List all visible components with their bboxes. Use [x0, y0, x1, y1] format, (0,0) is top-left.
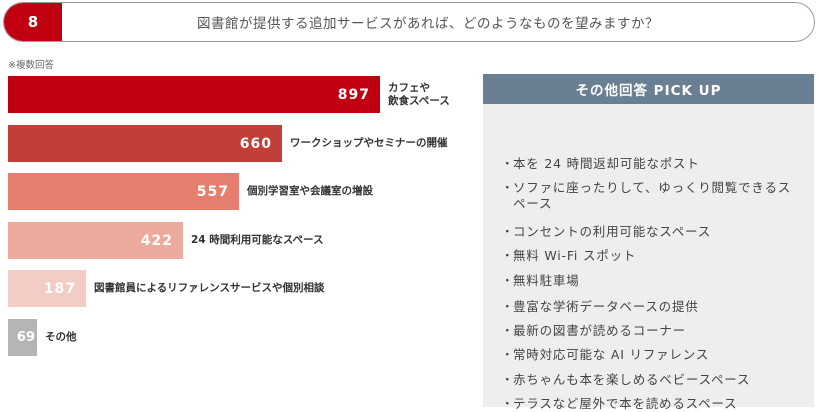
pickup-item: ・無料駐車場: [501, 273, 801, 289]
bullet-icon: ・: [501, 372, 515, 387]
bullet-icon: ・: [501, 396, 515, 411]
bar: 557: [8, 173, 239, 210]
pickup-item-text: コンセントの利用可能なスペース: [513, 224, 712, 239]
bar-value-label: 660: [239, 135, 272, 152]
pickup-item: ・常時対応可能な AI リファレンス: [501, 347, 801, 363]
bar: 187: [8, 270, 86, 307]
bar: 660: [8, 125, 282, 162]
pickup-item-text: 無料駐車場: [513, 273, 580, 288]
pickup-item-text: 最新の図書が読めるコーナー: [513, 323, 686, 338]
pickup-item: ・無料 Wi-Fi スポット: [501, 248, 801, 264]
bar-value-label: 187: [43, 280, 76, 297]
bullet-icon: ・: [501, 180, 515, 195]
pickup-item: ・ソファに座ったりして、ゆっくり閲覧できるスペース: [501, 180, 801, 212]
pickup-item-text: 常時対応可能な AI リファレンス: [513, 347, 710, 362]
bullet-icon: ・: [501, 248, 515, 263]
pickup-item-text: 本を 24 時間返却可能なポスト: [513, 156, 700, 171]
bar-category-label: 個別学習室や会議室の増設: [247, 185, 373, 197]
bullet-icon: ・: [501, 224, 515, 239]
bar: 422: [8, 222, 183, 259]
pickup-item: ・コンセントの利用可能なスペース: [501, 224, 801, 240]
question-number: 8: [4, 3, 62, 41]
question-header: 8 図書館が提供する追加サービスがあれば、どのようなものを望みますか？: [3, 2, 815, 42]
pickup-item: ・最新の図書が読めるコーナー: [501, 323, 801, 339]
pickup-item-text: 豊富な学術データベースの提供: [513, 299, 699, 314]
question-text: 図書館が提供する追加サービスがあれば、どのようなものを望みますか？: [197, 16, 659, 32]
pickup-item: ・赤ちゃんも本を楽しめるベビースペース: [501, 372, 801, 388]
pickup-item-text: 無料 Wi-Fi スポット: [513, 248, 637, 263]
pickup-title: その他回答 PICK UP: [483, 74, 814, 104]
multiple-answer-note: ※複数回答: [8, 60, 54, 71]
pickup-item-text: ソファに座ったりして、ゆっくり閲覧できるスペース: [513, 180, 792, 211]
pickup-panel: その他回答 PICK UP ・本を 24 時間返却可能なポスト・ソファに座ったり…: [483, 74, 814, 411]
bar-category-label: 24 時間利用可能なスペース: [191, 234, 324, 246]
bullet-icon: ・: [501, 323, 515, 338]
bar: 69: [8, 319, 37, 356]
bullet-icon: ・: [501, 347, 515, 362]
pickup-item: ・豊富な学術データベースの提供: [501, 299, 801, 315]
bullet-icon: ・: [501, 299, 515, 314]
pickup-item: ・本を 24 時間返却可能なポスト: [501, 156, 801, 172]
bar-value-label: 422: [140, 232, 173, 249]
bar-category-label: その他: [45, 331, 77, 343]
bullet-icon: ・: [501, 156, 515, 171]
bar-category-label: 図書館員によるリファレンスサービスや個別相談: [94, 282, 325, 294]
bar-category-label: カフェや 飲食スペース: [388, 81, 450, 107]
pickup-item-text: 赤ちゃんも本を楽しめるベビースペース: [513, 372, 751, 387]
bar-category-label: ワークショップやセミナーの開催: [290, 137, 448, 149]
bar-value-label: 557: [196, 183, 229, 200]
bullet-icon: ・: [501, 273, 515, 288]
pickup-item: ・テラスなど屋外で本を読めるスペース: [501, 396, 801, 412]
bar-value-label: 69: [16, 330, 35, 345]
bar-value-label: 897: [337, 86, 370, 103]
pickup-item-text: テラスなど屋外で本を読めるスペース: [513, 396, 738, 411]
bar: 897: [8, 76, 380, 113]
